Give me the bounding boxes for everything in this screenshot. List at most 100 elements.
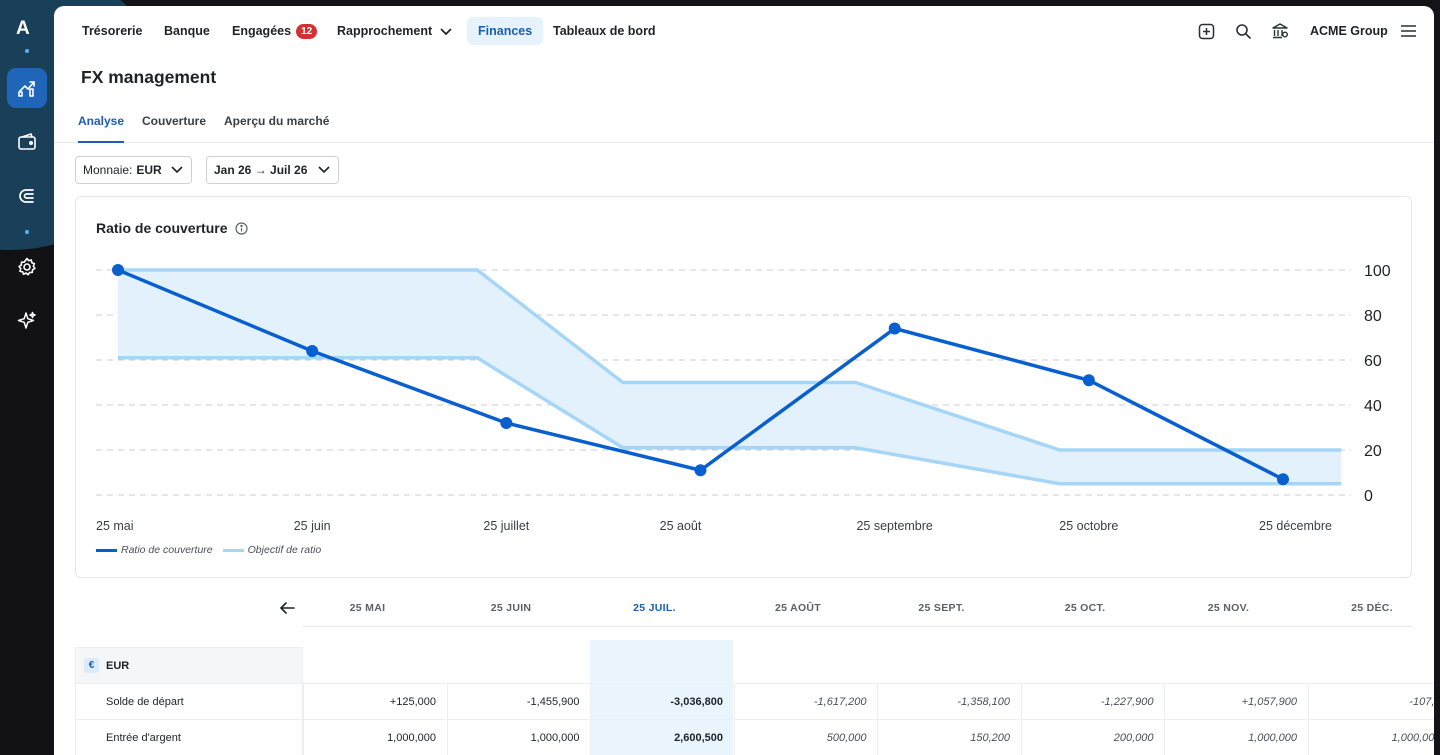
tab-apercu-marche[interactable]: Aperçu du marché xyxy=(224,114,330,128)
indicator-dot xyxy=(25,230,29,234)
nav-finances[interactable]: Finances xyxy=(467,17,544,45)
legend-swatch xyxy=(222,548,244,552)
data-point xyxy=(1277,473,1289,486)
euro-icon: € xyxy=(84,658,99,673)
table-cell[interactable]: -3,036,800 xyxy=(590,683,733,719)
x-tick-label: 25 décembre xyxy=(1259,519,1332,533)
add-button[interactable] xyxy=(1194,19,1218,43)
tab-couverture[interactable]: Couverture xyxy=(142,114,207,128)
wallet-icon xyxy=(18,133,36,150)
indicator-dot xyxy=(25,49,29,53)
organization-switcher[interactable]: ACME Group xyxy=(1310,24,1388,38)
nav-label: Trésorerie xyxy=(82,24,143,38)
legend-swatch xyxy=(96,548,117,552)
timeline-header: 25 MAI 25 JUIN 25 JUIL. 25 AOÛT 25 SEPT. 25 O… xyxy=(54,591,1434,627)
currency-label: Monnaie: xyxy=(83,163,133,177)
app-logo: A xyxy=(16,18,30,39)
table-cell[interactable]: -1,617,200 xyxy=(733,683,877,719)
sparkles-icon xyxy=(17,311,36,329)
row-label: Solde de départ xyxy=(75,683,303,719)
date-range-value: Jan 26 → Juil 26 xyxy=(214,163,308,177)
x-tick-label: 25 octobre xyxy=(1059,519,1118,533)
main-panel: Trésorerie Banque Engagées 12 Rapprocheme… xyxy=(54,6,1434,755)
info-icon[interactable] xyxy=(235,221,249,235)
chart-title-text: Ratio de couverture xyxy=(96,220,228,236)
month-header[interactable]: 25 AOÛT xyxy=(774,602,822,614)
menu-icon xyxy=(1400,25,1416,37)
table-cell[interactable]: +1,057,900 xyxy=(1164,683,1307,719)
hedge-ratio-chart: 0 20 40 60 80 100 25 mai 25 juin 25 juillet 25 ao… xyxy=(96,263,1391,533)
row-label: Entrée d'argent xyxy=(75,719,303,755)
table-cell[interactable]: -107,9 xyxy=(1307,683,1434,719)
arrow-left-icon[interactable] xyxy=(279,601,295,615)
chevron-down-icon xyxy=(318,166,330,174)
table-cell[interactable]: 2,600,500 xyxy=(590,719,733,755)
x-tick-label: 25 mai xyxy=(96,519,134,533)
nav-engagees[interactable]: Engagées 12 xyxy=(224,17,325,45)
table-cell[interactable]: 1,000,000 xyxy=(303,719,446,755)
month-header[interactable]: 25 JUIN xyxy=(490,602,532,614)
hedge-ratio-chart-card: Ratio de couverture 0 20 40 60 80 100 25 mai 25… xyxy=(75,196,1412,578)
rail-item-settings[interactable] xyxy=(13,253,41,281)
x-tick-label: 25 juillet xyxy=(483,519,529,533)
table-cell[interactable]: 200,000 xyxy=(1020,719,1164,755)
currency-value: EUR xyxy=(136,163,162,177)
chevron-down-icon xyxy=(171,166,183,174)
month-header[interactable]: 25 NOV. xyxy=(1207,602,1250,614)
add-square-icon xyxy=(1198,23,1214,39)
data-point xyxy=(888,322,901,335)
y-tick-label: 40 xyxy=(1364,398,1382,415)
bank-button[interactable] xyxy=(1268,19,1292,43)
data-point xyxy=(306,345,319,357)
y-tick-label: 80 xyxy=(1364,308,1382,325)
table-cell[interactable]: 1,000,000 xyxy=(446,719,590,755)
month-header[interactable]: 25 MAI xyxy=(349,602,386,614)
rail-item-ai[interactable] xyxy=(13,307,41,335)
month-header[interactable]: 25 SEPT. xyxy=(918,602,965,614)
month-header[interactable]: 25 DÉC. xyxy=(1351,602,1393,614)
analytics-icon xyxy=(18,81,35,97)
rail-item-wallet[interactable] xyxy=(13,128,41,156)
table-cell[interactable]: 1,000,000 xyxy=(1164,719,1307,755)
chart-legend: Ratio de couverture Objectif de ratio xyxy=(96,544,331,556)
table-cell[interactable]: 1,000,000 xyxy=(1307,719,1434,755)
x-tick-label: 25 juin xyxy=(294,519,331,533)
top-navigation: Trésorerie Banque Engagées 12 Rapprocheme… xyxy=(54,6,1434,56)
chart-title: Ratio de couverture xyxy=(96,220,249,236)
table-cell[interactable]: 150,200 xyxy=(877,719,1020,755)
nav-label: Rapprochement xyxy=(337,24,433,38)
chevron-down-icon xyxy=(440,28,452,35)
currency-select[interactable]: Monnaie: EUR xyxy=(75,156,192,184)
legend-item-objectif: Objectif de ratio xyxy=(222,544,321,556)
table-cell[interactable]: -1,358,100 xyxy=(877,683,1020,719)
data-point xyxy=(112,264,124,276)
tab-analyse[interactable]: Analyse xyxy=(78,114,125,143)
side-rail: A xyxy=(0,0,170,755)
divider xyxy=(303,626,1412,627)
table-cell[interactable]: 500,000 xyxy=(733,719,877,755)
currency-group-row[interactable]: € EUR xyxy=(75,647,303,683)
data-point xyxy=(694,464,707,477)
month-header[interactable]: 25 JUIL. xyxy=(633,602,676,614)
table-cell[interactable]: +125,000 xyxy=(303,683,446,719)
bank-icon xyxy=(1272,23,1288,39)
rail-item-analytics[interactable] xyxy=(7,68,47,108)
date-range-select[interactable]: Jan 26 → Juil 26 xyxy=(206,156,339,184)
target-band-lower xyxy=(118,356,1342,486)
nav-label: Tableaux de bord xyxy=(553,24,656,38)
tab-bar: Analyse Couverture Aperçu du marché xyxy=(54,108,1434,143)
table-cell[interactable]: -1,227,900 xyxy=(1020,683,1164,719)
main-menu-button[interactable] xyxy=(1396,19,1420,43)
nav-tresorerie[interactable]: Trésorerie xyxy=(74,17,150,45)
nav-rapprochement[interactable]: Rapprochement xyxy=(329,17,460,45)
nav-label: Banque xyxy=(164,24,210,38)
table-cell[interactable]: -1,455,900 xyxy=(446,683,590,719)
search-button[interactable] xyxy=(1231,19,1255,43)
nav-banque[interactable]: Banque xyxy=(156,17,218,45)
nav-tableaux-de-bord[interactable]: Tableaux de bord xyxy=(545,17,664,45)
month-header[interactable]: 25 OCT. xyxy=(1064,602,1106,614)
y-tick-label: 60 xyxy=(1364,353,1382,370)
rail-item-magnet[interactable] xyxy=(13,182,41,210)
target-band-area xyxy=(118,270,1342,484)
y-tick-label: 20 xyxy=(1364,443,1382,460)
